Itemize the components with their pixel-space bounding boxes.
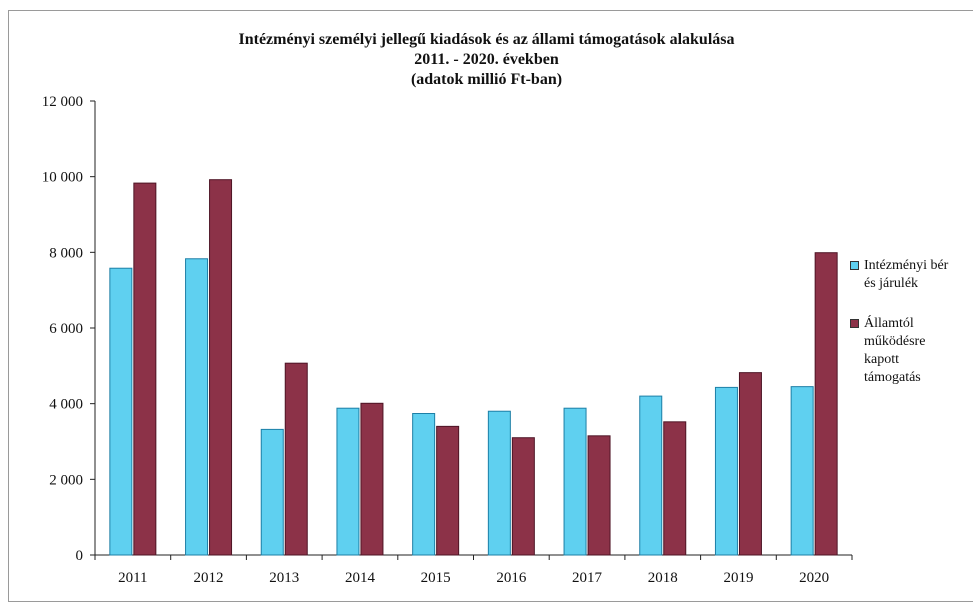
y-tick-label: 0 <box>76 548 84 564</box>
chart-title-line-3: (adatok millió Ft-ban) <box>410 71 563 88</box>
bar-state-support <box>738 372 762 556</box>
bar-wages <box>790 386 814 556</box>
legend-label-support-line-1: Államtól <box>864 316 914 331</box>
bar-wages <box>185 258 209 556</box>
bar-wages <box>336 407 360 556</box>
x-tick-label: 2018 <box>648 570 678 586</box>
x-tick-label: 2019 <box>723 570 753 586</box>
chart-title-line-2: 2011. - 2020. években <box>414 51 559 68</box>
chart-title-line-1: Intézményi személyi jellegű kiadások és … <box>238 31 735 48</box>
legend-item-wages: Intézményi bér és járulék <box>850 257 973 293</box>
bar-state-support <box>814 252 838 556</box>
bar-state-support <box>587 435 611 556</box>
bar-wages <box>563 407 587 556</box>
bar-wages <box>260 428 284 556</box>
bar-state-support <box>133 182 157 556</box>
x-tick-label: 2017 <box>572 570 603 586</box>
bar-state-support <box>436 425 460 556</box>
legend-swatch-state-support <box>850 319 859 328</box>
y-tick-label: 8 000 <box>49 245 83 261</box>
bar-wages <box>714 386 738 556</box>
legend-label-support-line-3: kapott <box>864 352 899 367</box>
bar-wages <box>639 395 663 556</box>
y-tick-label: 4 000 <box>49 397 83 413</box>
bar-wages <box>412 413 436 556</box>
legend: Intézményi bér és járulék Államtól működ… <box>850 257 973 387</box>
legend-label-wages-line-1: Intézményi bér <box>864 258 949 273</box>
bar-state-support <box>209 179 233 556</box>
x-tick-label: 2015 <box>421 570 451 586</box>
legend-label-wages-line-2: és járulék <box>864 276 919 291</box>
y-tick-label: 10 000 <box>42 170 83 186</box>
y-tick-label: 2 000 <box>49 472 83 488</box>
x-tick-label: 2013 <box>269 570 299 586</box>
x-tick-label: 2011 <box>118 570 147 586</box>
legend-label-support-line-4: támogatás <box>864 370 921 385</box>
bar-state-support <box>663 421 687 556</box>
x-tick-label: 2014 <box>345 570 376 586</box>
legend-label-support-line-2: működésre <box>864 334 926 349</box>
x-tick-label: 2016 <box>496 570 527 586</box>
bar-state-support <box>284 362 308 556</box>
bar-state-support <box>360 402 384 556</box>
bar-wages <box>487 410 511 556</box>
bar-wages <box>109 267 133 556</box>
y-tick-label: 12 000 <box>42 94 83 110</box>
legend-swatch-wages <box>850 261 859 270</box>
x-tick-label: 2020 <box>799 570 829 586</box>
legend-item-state-support: Államtól működésre kapott támogatás <box>850 315 973 387</box>
x-tick-label: 2012 <box>194 570 224 586</box>
bar-state-support <box>511 437 535 556</box>
y-tick-label: 6 000 <box>49 321 83 337</box>
